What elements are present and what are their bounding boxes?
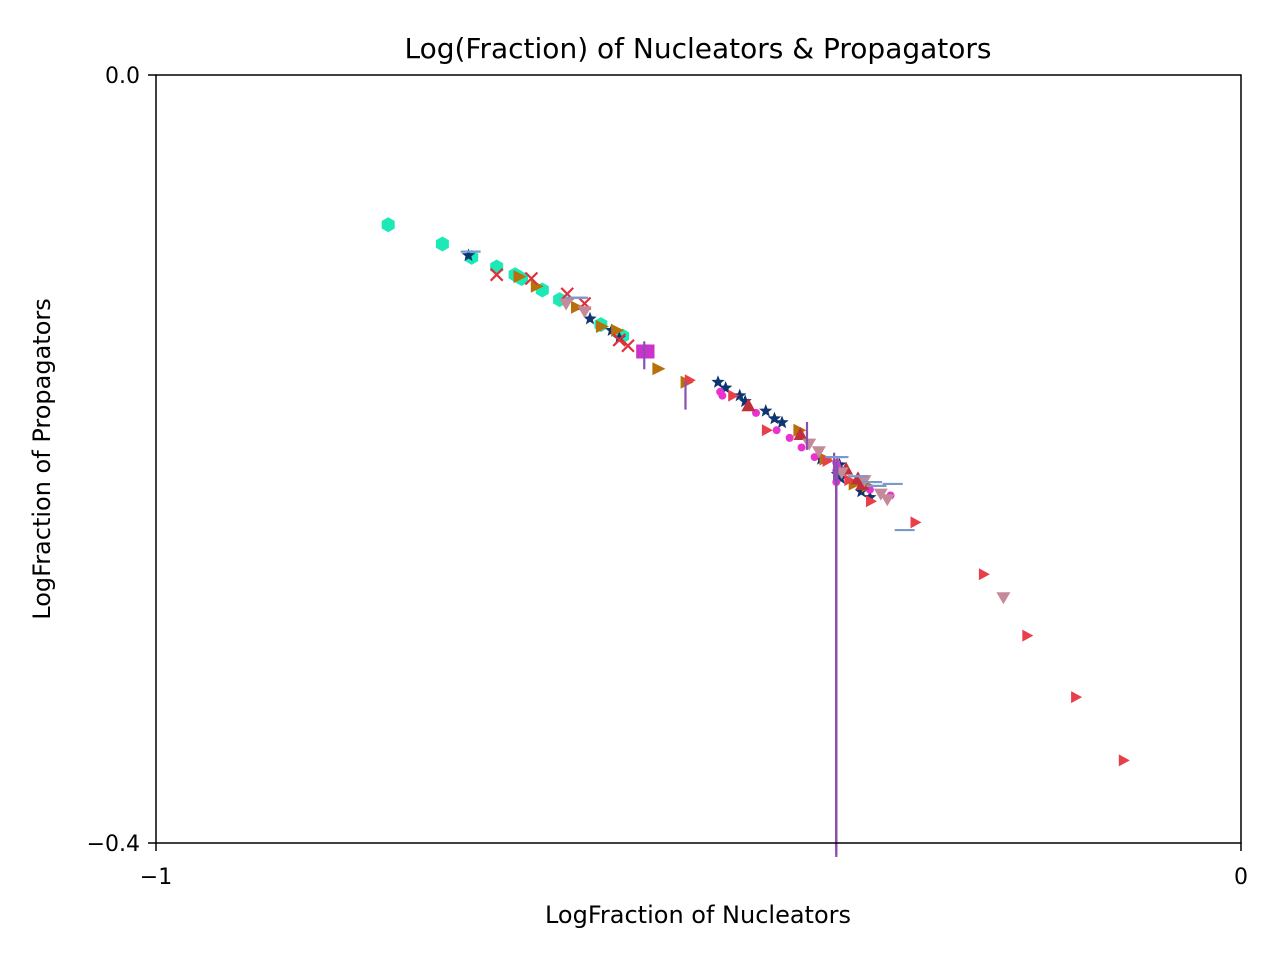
data-point-dot-6-3 <box>772 426 781 435</box>
y-tick-label-top: 0.0 <box>105 64 140 89</box>
data-point-x-3-4 <box>612 333 627 347</box>
chart-title: Log(Fraction) of Nucleators & Propagator… <box>404 32 991 65</box>
data-point-star-1-15 <box>863 490 877 504</box>
data-point-triangle-up-7-0 <box>741 398 756 412</box>
data-point-triangle-right-2-1 <box>530 279 544 293</box>
data-point-star-1-4 <box>711 375 725 388</box>
data-point-star-1-5 <box>719 381 733 394</box>
data-point-triangle-down-8-3 <box>811 446 826 459</box>
plot-frame <box>155 74 1242 844</box>
data-point-hexagon-0-1 <box>435 236 449 252</box>
data-point-triangle-down-8-2 <box>802 438 817 451</box>
data-point-triangle-right-2-2 <box>571 300 584 314</box>
data-point-triangle-right-small-4-6 <box>910 516 922 529</box>
data-point-star-1-14 <box>854 484 868 498</box>
data-point-triangle-right-small-4-0 <box>684 374 696 387</box>
data-point-triangle-down-8-0 <box>559 298 574 311</box>
data-point-triangle-up-7-1 <box>793 427 808 440</box>
x-tick-label-right: 0 <box>1234 865 1248 890</box>
data-point-dot-6-1 <box>718 391 727 400</box>
data-point-star-1-6 <box>733 388 747 402</box>
data-point-star-1-7 <box>738 394 752 408</box>
data-point-triangle-right-small-4-9 <box>1071 691 1083 704</box>
plot-marks <box>381 217 1130 857</box>
data-point-dot-6-10 <box>810 453 819 462</box>
data-point-triangle-right-small-4-10 <box>1118 754 1130 767</box>
data-point-triangle-right-small-4-7 <box>978 568 990 581</box>
data-point-triangle-right-small-4-8 <box>1022 629 1034 642</box>
data-point-triangle-right-2-3 <box>595 320 609 333</box>
data-point-star-1-1 <box>583 311 597 325</box>
data-point-triangle-down-8-7 <box>880 494 895 507</box>
data-point-star-1-0 <box>461 248 476 262</box>
data-point-triangle-up-7-4 <box>855 477 870 490</box>
data-point-star-1-3 <box>612 331 626 344</box>
data-point-star-1-8 <box>759 404 773 417</box>
x-tick-label-left: −1 <box>140 865 172 890</box>
y-axis-label: LogFraction of Propagators <box>28 298 56 619</box>
x-axis-label: LogFraction of Nucleators <box>545 901 851 929</box>
data-point-x-3-1 <box>524 271 539 286</box>
data-point-triangle-right-2-0 <box>513 270 527 284</box>
data-point-triangle-right-small-4-2 <box>761 424 773 437</box>
data-point-triangle-right-small-4-4 <box>844 474 856 487</box>
data-point-hexagon-0-0 <box>381 217 395 233</box>
y-tick-label-bottom: −0.4 <box>87 832 140 857</box>
data-point-dot-6-4 <box>785 433 794 442</box>
data-point-dot-6-5 <box>797 443 806 452</box>
data-point-triangle-right-small-4-5 <box>866 495 877 508</box>
data-point-triangle-right-2-5 <box>652 362 666 376</box>
data-point-star-1-10 <box>775 415 789 429</box>
data-point-triangle-down-8-8 <box>996 592 1011 605</box>
data-point-x-3-0 <box>489 267 504 282</box>
data-point-x-3-5 <box>621 338 635 353</box>
data-point-triangle-down-8-1 <box>577 306 592 319</box>
data-point-square-5-1 <box>640 344 655 359</box>
data-point-star-1-9 <box>767 411 782 425</box>
data-point-triangle-right-small-4-1 <box>728 389 740 402</box>
